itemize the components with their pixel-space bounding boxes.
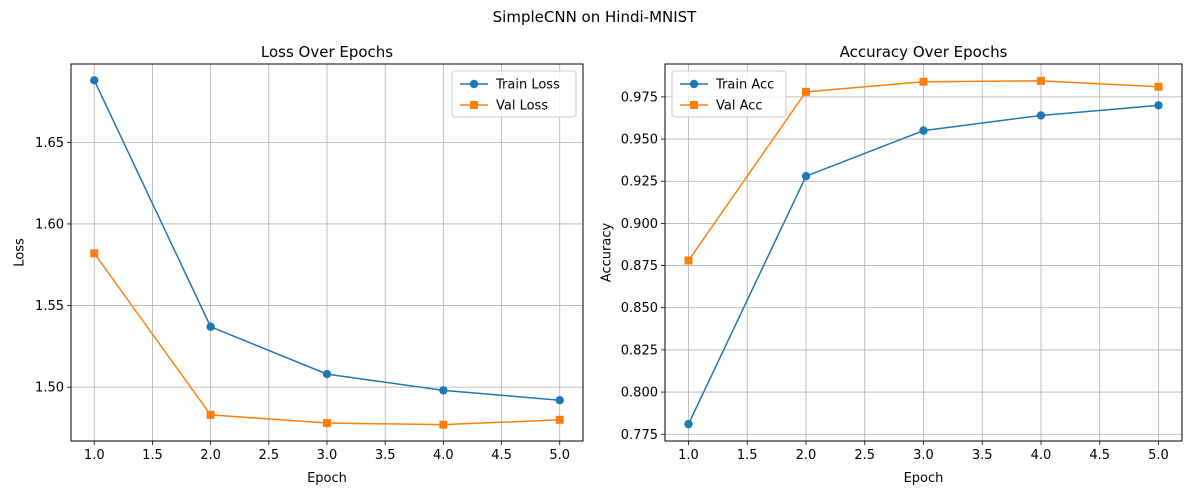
y-tick-label: 0.875 — [621, 259, 658, 274]
y-tick-label: 0.850 — [621, 301, 658, 316]
data-point-1-2 — [919, 77, 928, 86]
y-tick-label: 0.775 — [621, 428, 658, 443]
legend-marker-1 — [690, 101, 698, 109]
data-point-1-4 — [1154, 82, 1163, 91]
legend-marker-0 — [469, 79, 479, 89]
x-axis-label: Epoch — [904, 471, 944, 486]
x-tick-label: 3.5 — [375, 448, 396, 463]
chart-title: Loss Over Epochs — [261, 43, 393, 61]
data-point-0-1 — [801, 171, 811, 181]
x-tick-label: 3.5 — [972, 448, 993, 463]
legend-label-0: Train Acc — [715, 78, 774, 93]
x-tick-label: 2.0 — [200, 448, 221, 463]
data-point-1-1 — [802, 87, 810, 96]
data-point-0-3 — [1036, 111, 1046, 120]
x-tick-label: 1.5 — [737, 448, 758, 463]
y-tick-label: 0.825 — [621, 343, 658, 358]
y-tick-label: 1.55 — [35, 299, 64, 314]
legend-label-1: Val Acc — [716, 99, 763, 114]
x-axis-label: Epoch — [307, 471, 347, 486]
data-point-1-3 — [1037, 76, 1045, 85]
x-tick-label: 3.0 — [317, 448, 338, 463]
data-point-1-2 — [323, 419, 331, 428]
x-tick-label: 5.0 — [549, 448, 570, 463]
x-tick-label: 2.5 — [258, 448, 279, 463]
x-tick-label: 1.0 — [84, 448, 105, 463]
y-axis-label: Loss — [13, 238, 28, 267]
data-point-0-0 — [90, 76, 99, 85]
x-tick-label: 3.0 — [913, 448, 934, 463]
data-point-0-0 — [684, 419, 693, 429]
accuracy-chart-panel: 1.0 1.5 2.0 2.5 3.0 3.5 4.0 4.5 5.0 0.775 0.800 0.8… — [600, 43, 1183, 486]
y-tick-label: 0.925 — [621, 175, 658, 190]
x-tick-label: 5.0 — [1148, 448, 1169, 463]
legend: Train Loss Val Loss — [451, 70, 577, 118]
x-tick-label: 2.0 — [796, 448, 817, 463]
x-tick-label: 2.5 — [854, 448, 875, 463]
loss-chart-panel: 1.0 1.5 2.0 2.5 3.0 3.5 4.0 4.5 5.0 1.50 1.55 1.60 1… — [13, 43, 584, 486]
figure-suptitle: SimpleCNN on Hindi-MNIST — [493, 8, 698, 26]
data-point-1-3 — [439, 420, 448, 429]
x-tick-label: 1.0 — [678, 448, 699, 463]
data-point-0-1 — [206, 322, 215, 331]
chart-title: Accuracy Over Epochs — [840, 43, 1008, 61]
x-tick-label: 1.5 — [142, 448, 163, 463]
x-tick-label: 4.0 — [1031, 448, 1052, 463]
y-tick-label: 0.900 — [621, 217, 658, 232]
legend-marker-0 — [689, 79, 699, 89]
data-point-0-2 — [919, 126, 928, 135]
x-tick-label: 4.0 — [433, 448, 454, 463]
y-tick-label: 1.50 — [35, 381, 64, 396]
legend-marker-1 — [470, 101, 478, 109]
data-point-0-2 — [322, 369, 332, 379]
y-tick-label: 0.800 — [621, 386, 658, 401]
data-point-0-3 — [439, 386, 448, 395]
data-point-1-0 — [684, 256, 693, 265]
y-tick-label: 1.60 — [35, 217, 64, 232]
x-tick-label: 4.5 — [491, 448, 512, 463]
data-point-0-4 — [555, 395, 564, 405]
y-tick-label: 1.65 — [35, 136, 64, 151]
data-point-1-4 — [555, 415, 564, 424]
y-axis-label: Accuracy — [600, 223, 615, 283]
data-point-1-1 — [206, 410, 215, 419]
legend: Train Acc Val Acc — [671, 70, 787, 118]
y-tick-label: 0.950 — [621, 133, 658, 148]
x-tick-label: 4.5 — [1089, 448, 1110, 463]
data-point-0-4 — [1154, 101, 1163, 110]
legend-label-1: Val Loss — [496, 99, 548, 114]
y-tick-label: 0.975 — [621, 90, 658, 105]
data-point-1-0 — [90, 249, 99, 258]
legend-label-0: Train Loss — [495, 78, 560, 93]
